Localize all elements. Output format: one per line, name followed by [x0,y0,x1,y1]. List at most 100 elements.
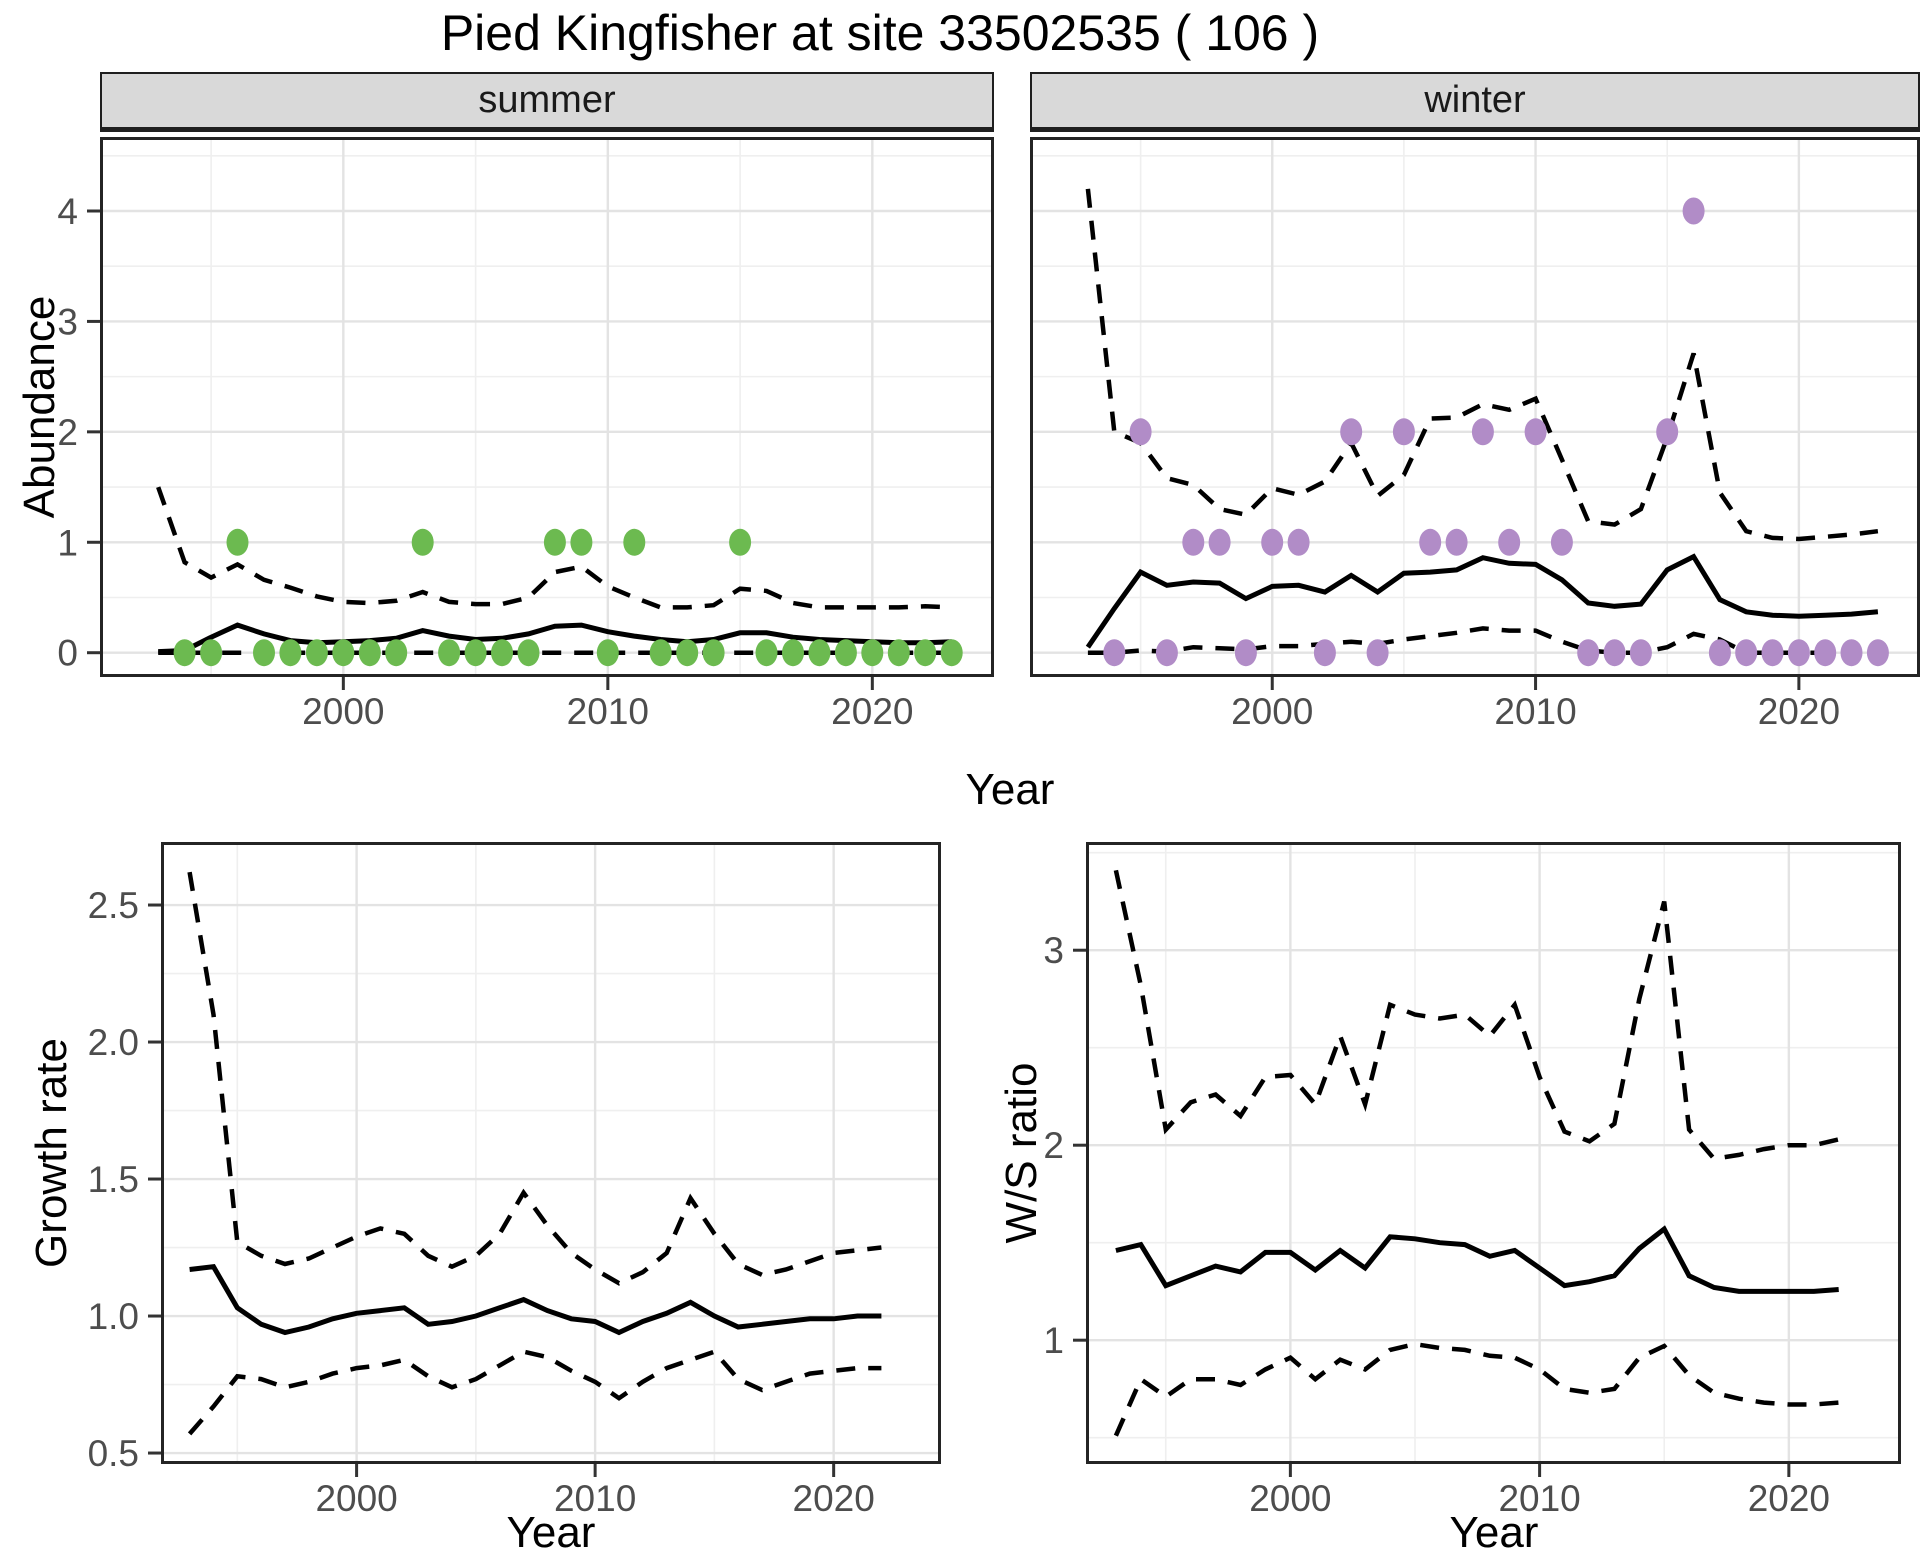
x-tick-label: 2000 [1231,691,1313,732]
facet-strip-winter: winter [1030,72,1920,132]
x-tick-label: 2020 [1748,1478,1830,1519]
data-point [782,639,804,667]
y-tick-label: 2.5 [88,885,139,926]
data-point [702,639,725,667]
data-point [1419,528,1442,556]
x-tick-label: 2000 [302,691,384,732]
data-point [1234,639,1257,667]
x-axis-title-year-ws: Year [1449,1508,1539,1557]
data-point [623,528,646,556]
data-point [491,639,513,667]
data-point [1603,639,1626,667]
data-point [517,639,540,667]
data-point [279,639,302,667]
y-tick-label: 1 [57,522,78,563]
data-point [1629,639,1652,667]
gridlines [1030,137,1920,677]
data-point [1708,639,1731,667]
y-tick-label: 1.5 [88,1159,139,1200]
mean-line [1085,553,1879,649]
y-axis-title-ws-ratio: W/S ratio [997,1062,1046,1244]
data-point [676,639,699,667]
data-point [438,639,461,667]
x-axis-title-year-top: Year [965,765,1055,814]
x-tick-label: 2020 [1758,691,1840,732]
axis-ticks: 2000 2010 2020 0.5 1.0 1.5 2.0 2.5 [88,885,875,1519]
mean-line [189,1264,882,1336]
data-point [1313,639,1336,667]
lower-ci-line [1087,626,1878,655]
data-point [1735,639,1758,667]
data-point [1366,639,1389,667]
observed-counts [173,528,963,667]
data-point [940,639,963,667]
figure-title: Pied Kingfisher at site 33502535 ( 106 ) [440,5,1320,61]
y-tick-label: 3 [57,301,78,342]
panel-growth-rate: 2000 2010 2020 0.5 1.0 1.5 2.0 2.5 [88,842,941,1519]
facet-strip-label: winter [1424,79,1526,121]
data-point [1682,197,1705,225]
upper-ci-line [187,871,882,1286]
data-point [1392,418,1415,446]
panel-summer-abundance: 2000 2010 2020 0 1 2 3 4 [57,137,994,732]
data-point [332,639,355,667]
data-point [808,639,831,667]
data-point [1208,528,1231,556]
data-point [1550,528,1573,556]
data-point [1340,418,1363,446]
mean-line [1115,1225,1839,1294]
axis-ticks: 2000 2010 2020 0 1 2 3 4 [57,191,913,732]
x-tick-label: 2010 [567,691,649,732]
data-point [200,639,223,667]
y-tick-label: 3 [1043,930,1064,971]
gridlines [161,842,941,1464]
x-tick-label: 2000 [315,1478,397,1519]
data-point [861,639,884,667]
data-point [596,639,619,667]
data-point [543,528,566,556]
data-point [570,528,593,556]
data-point [1814,639,1837,667]
plot-area-ws: 2000 2010 2020 1 2 3 [1043,842,1901,1519]
plot-area-growth: 2000 2010 2020 0.5 1.0 1.5 2.0 2.5 [88,842,941,1519]
panel-border [100,137,994,677]
panel-ws-ratio: 2000 2010 2020 1 2 3 [1043,842,1901,1519]
data-point [385,639,408,667]
axis-ticks: 2000 2010 2020 [1231,677,1840,732]
data-point [1103,639,1126,667]
panel-border [1030,137,1920,677]
data-point [253,639,275,667]
y-tick-label: 0.5 [88,1433,139,1474]
plot-area-summer: 2000 2010 2020 0 1 2 3 4 [57,137,994,732]
upper-ci-line [156,486,952,610]
y-tick-label: 2 [57,412,78,453]
data-point [1287,528,1310,556]
y-tick-label: 0 [57,633,78,674]
x-tick-label: 2010 [554,1478,636,1519]
data-point [1155,639,1178,667]
data-point [1182,528,1205,556]
data-point [305,639,328,667]
observed-counts [1103,197,1889,667]
y-axis-title-growth-rate: Growth rate [27,1038,76,1268]
data-point [914,639,937,667]
data-point [464,639,487,667]
y-tick-label: 1 [1043,1320,1064,1361]
facet-strip-label: summer [478,79,616,121]
plot-area-winter: 2000 2010 2020 [1030,137,1920,732]
data-point [1261,528,1284,556]
data-point [1577,639,1600,667]
lower-ci-line [1113,1341,1839,1437]
data-point [226,528,249,556]
x-tick-label: 2020 [793,1478,875,1519]
panel-border [161,842,941,1464]
data-point [1129,418,1152,446]
panel-winter-abundance: 2000 2010 2020 [1030,137,1920,732]
data-point [729,528,752,556]
axis-ticks: 2000 2010 2020 1 2 3 [1043,930,1830,1519]
x-axis-title-year-growth: Year [506,1508,596,1557]
data-point [1471,418,1494,446]
x-tick-label: 2010 [1494,691,1576,732]
data-point [411,528,434,556]
